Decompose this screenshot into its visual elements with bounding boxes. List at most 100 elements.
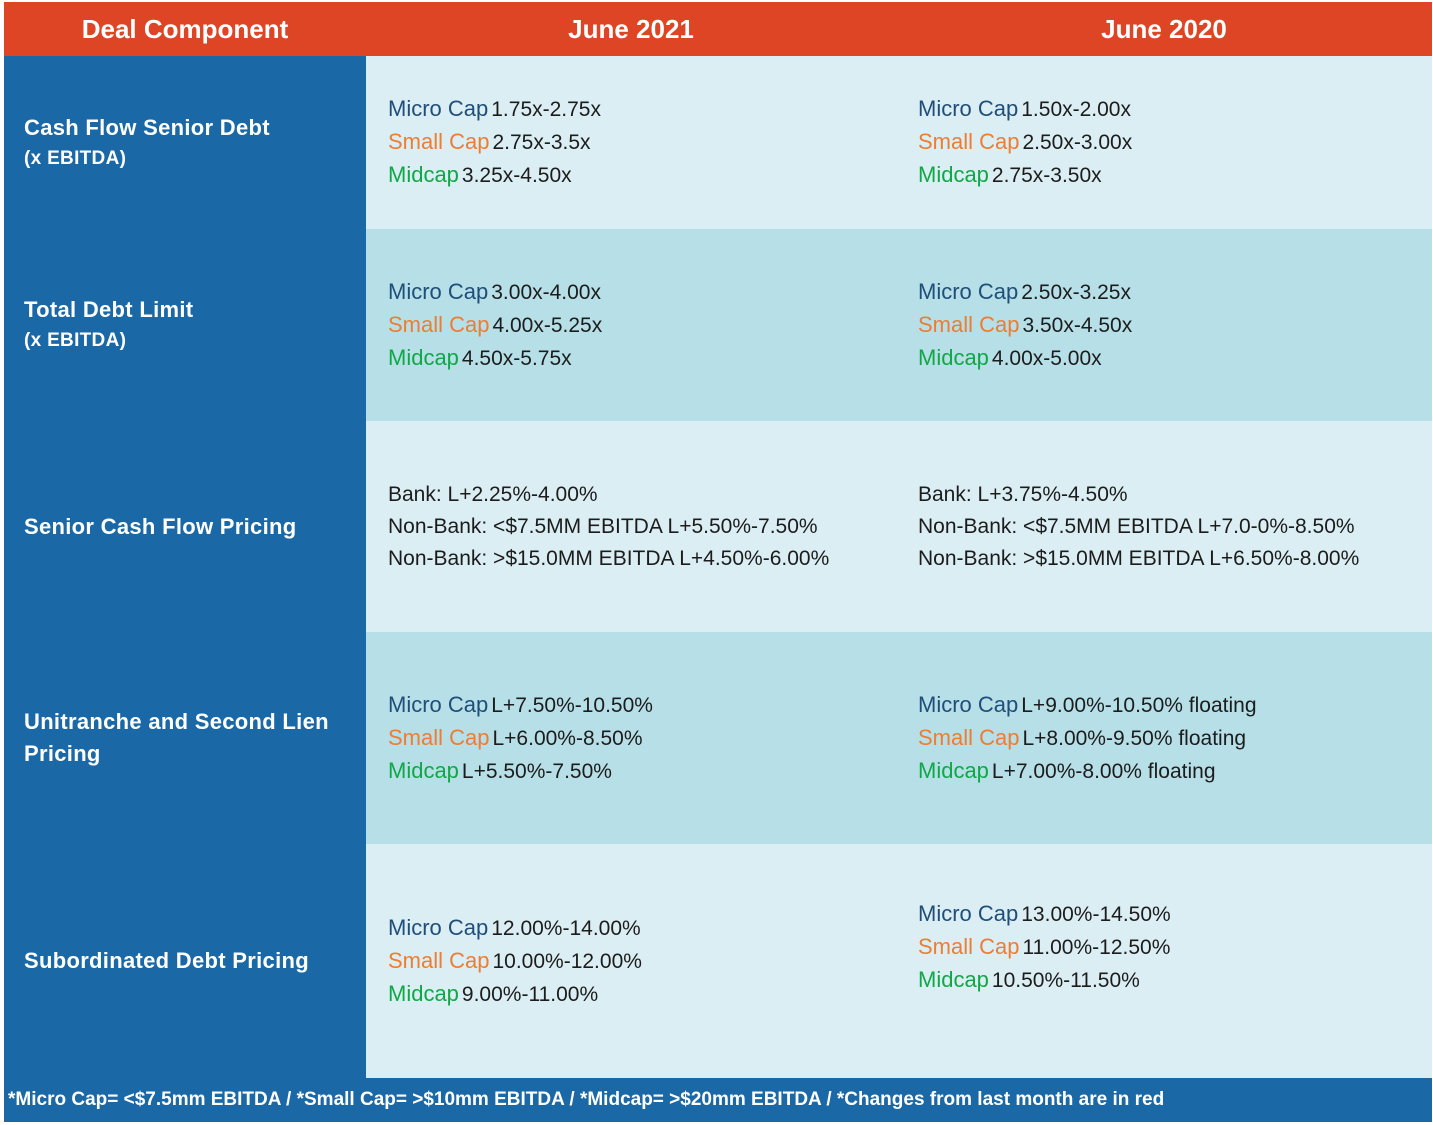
- midcap-value: 2.75x-3.50x: [991, 164, 1102, 187]
- small-cap-line: Small Cap 2.50x-3.00x: [918, 126, 1432, 159]
- midcap-value: 4.00x-5.00x: [991, 346, 1102, 370]
- label-column-background: [4, 56, 366, 1078]
- small-cap-label: Small Cap: [388, 947, 490, 973]
- small-cap-value: 3.50x-4.50x: [1022, 313, 1133, 337]
- micro-cap-label: Micro Cap: [388, 96, 489, 121]
- small-cap-value: L+6.00%-8.50%: [492, 726, 643, 750]
- small-cap-line: Small Cap 10.00%-12.00%: [388, 945, 896, 978]
- micro-cap-value: 3.00x-4.00x: [491, 280, 601, 304]
- micro-cap-value: 1.75x-2.75x: [491, 98, 601, 121]
- row-label-title: Subordinated Debt Pricing: [24, 948, 309, 973]
- midcap-value: 3.25x-4.50x: [461, 164, 572, 187]
- deal-terms-table: Deal Component June 2021 June 2020 Cash …: [4, 2, 1432, 1122]
- row-label-title: Unitranche and Second Lien: [24, 709, 329, 734]
- small-cap-line: Small Cap 4.00x-5.25x: [388, 309, 896, 342]
- micro-cap-line: Micro Cap 1.75x-2.75x: [388, 93, 896, 126]
- cell-june-2021: Micro Cap 3.00x-4.00x Small Cap 4.00x-5.25…: [366, 229, 896, 421]
- cell-june-2021: Micro Cap L+7.50%-10.50% Small Cap L+6.00%…: [366, 632, 896, 844]
- micro-cap-line: Micro Cap L+9.00%-10.50% floating: [918, 689, 1432, 722]
- cell-june-2021: Micro Cap 12.00%-14.00% Small Cap 10.00%-1…: [366, 844, 896, 1078]
- small-cap-line: Small Cap 3.50x-4.50x: [918, 309, 1432, 342]
- micro-cap-value: 13.00%-14.50%: [1021, 903, 1171, 926]
- cell-june-2020: Micro Cap 1.50x-2.00x Small Cap 2.50x-3.00…: [896, 56, 1432, 229]
- header-deal-component: Deal Component: [81, 14, 289, 44]
- micro-cap-value: L+9.00%-10.50% floating: [1021, 693, 1257, 717]
- midcap-label: Midcap: [918, 967, 989, 992]
- midcap-label: Midcap: [918, 757, 989, 783]
- row-label-subtitle: Pricing: [24, 741, 101, 766]
- small-cap-line: Small Cap L+6.00%-8.50%: [388, 722, 896, 755]
- nonbank-small-pricing-line: Non-Bank: <$7.5MM EBITDA L+7.0-0%-8.50%: [918, 514, 1355, 538]
- micro-cap-label: Micro Cap: [388, 914, 489, 940]
- small-cap-label: Small Cap: [918, 129, 1020, 154]
- small-cap-line: Small Cap L+8.00%-9.50% floating: [918, 722, 1432, 755]
- small-cap-line: Small Cap 11.00%-12.50%: [918, 931, 1432, 964]
- midcap-line: Midcap 4.00x-5.00x: [918, 342, 1432, 375]
- midcap-value: L+7.00%-8.00% floating: [991, 759, 1216, 783]
- row-label-title: Cash Flow Senior Debt: [24, 114, 270, 140]
- midcap-line: Midcap 10.50%-11.50%: [918, 964, 1432, 997]
- midcap-value: 4.50x-5.75x: [461, 346, 572, 370]
- midcap-line: Midcap 3.25x-4.50x: [388, 159, 896, 192]
- row-label-title: Senior Cash Flow Pricing: [24, 513, 297, 539]
- row-label-subtitle: (x EBITDA): [24, 330, 127, 351]
- small-cap-value: 11.00%-12.50%: [1022, 936, 1171, 959]
- small-cap-label: Small Cap: [388, 311, 490, 337]
- midcap-line: Midcap 9.00%-11.00%: [388, 978, 896, 1011]
- micro-cap-label: Micro Cap: [918, 691, 1019, 717]
- micro-cap-label: Micro Cap: [918, 96, 1019, 121]
- midcap-label: Midcap: [388, 344, 459, 370]
- table-row: Total Debt Limit (x EBITDA) Micro Cap 3.0…: [4, 229, 1432, 421]
- small-cap-label: Small Cap: [918, 311, 1020, 337]
- small-cap-value: 4.00x-5.25x: [492, 313, 603, 337]
- table-header: Deal Component June 2021 June 2020: [4, 2, 1432, 56]
- row-label-subtitle: (x EBITDA): [24, 147, 127, 169]
- header-june-2021: June 2021: [568, 14, 694, 44]
- micro-cap-label: Micro Cap: [918, 278, 1019, 304]
- table-row: Unitranche and Second Lien Pricing Micro…: [4, 632, 1432, 844]
- bank-pricing-line: Bank: L+2.25%-4.00%: [388, 482, 598, 506]
- micro-cap-value: 1.50x-2.00x: [1021, 98, 1131, 121]
- row-label: Senior Cash Flow Pricing: [4, 421, 366, 632]
- small-cap-value: 2.75x-3.5x: [492, 131, 591, 154]
- small-cap-value: 2.50x-3.00x: [1022, 131, 1133, 154]
- midcap-label: Midcap: [388, 162, 459, 187]
- row-label: Cash Flow Senior Debt (x EBITDA): [4, 56, 366, 229]
- micro-cap-label: Micro Cap: [388, 278, 489, 304]
- table-row: Senior Cash Flow Pricing Bank: L+2.25%-4…: [4, 421, 1432, 632]
- micro-cap-line: Micro Cap 3.00x-4.00x: [388, 276, 896, 309]
- midcap-value: 9.00%-11.00%: [461, 982, 599, 1006]
- midcap-value: 10.50%-11.50%: [991, 969, 1140, 992]
- micro-cap-value: 2.50x-3.25x: [1021, 280, 1131, 304]
- micro-cap-line: Micro Cap 2.50x-3.25x: [918, 276, 1432, 309]
- row-label: Subordinated Debt Pricing: [4, 844, 366, 1078]
- midcap-line: Midcap L+7.00%-8.00% floating: [918, 755, 1432, 788]
- nonbank-small-pricing-line: Non-Bank: <$7.5MM EBITDA L+5.50%-7.50%: [388, 514, 818, 538]
- cell-june-2021: Bank: L+2.25%-4.00% Non-Bank: <$7.5MM EB…: [366, 421, 896, 632]
- cell-june-2020: Micro Cap L+9.00%-10.50% floating Small C…: [896, 632, 1432, 844]
- bank-pricing-line: Bank: L+3.75%-4.50%: [918, 482, 1128, 506]
- midcap-label: Midcap: [388, 757, 459, 783]
- midcap-label: Midcap: [918, 162, 989, 187]
- row-label: Unitranche and Second Lien Pricing: [4, 632, 366, 844]
- footnote: *Micro Cap= <$7.5mm EBITDA / *Small Cap=…: [4, 1078, 1432, 1122]
- micro-cap-line: Micro Cap 12.00%-14.00%: [388, 912, 896, 945]
- cell-june-2020: Micro Cap 13.00%-14.50% Small Cap 11.00%-1…: [896, 844, 1432, 1078]
- micro-cap-label: Micro Cap: [388, 691, 489, 717]
- nonbank-large-pricing-line: Non-Bank: >$15.0MM EBITDA L+6.50%-8.00%: [918, 546, 1360, 570]
- small-cap-label: Small Cap: [388, 724, 490, 750]
- header-june-2020: June 2020: [1101, 14, 1227, 44]
- midcap-line: Midcap 2.75x-3.50x: [918, 159, 1432, 192]
- midcap-label: Midcap: [388, 980, 459, 1006]
- micro-cap-label: Micro Cap: [918, 901, 1019, 926]
- table-row: Cash Flow Senior Debt (x EBITDA) Micro C…: [4, 56, 1432, 229]
- small-cap-label: Small Cap: [918, 724, 1020, 750]
- cell-june-2020: Micro Cap 2.50x-3.25x Small Cap 3.50x-4.50…: [896, 229, 1432, 421]
- micro-cap-value: 12.00%-14.00%: [491, 916, 641, 940]
- cell-june-2020: Bank: L+3.75%-4.50% Non-Bank: <$7.5MM EB…: [896, 421, 1432, 632]
- micro-cap-line: Micro Cap 1.50x-2.00x: [918, 93, 1432, 126]
- midcap-line: Midcap 4.50x-5.75x: [388, 342, 896, 375]
- small-cap-line: Small Cap 2.75x-3.5x: [388, 126, 896, 159]
- midcap-line: Midcap L+5.50%-7.50%: [388, 755, 896, 788]
- row-label: Total Debt Limit (x EBITDA): [4, 229, 366, 421]
